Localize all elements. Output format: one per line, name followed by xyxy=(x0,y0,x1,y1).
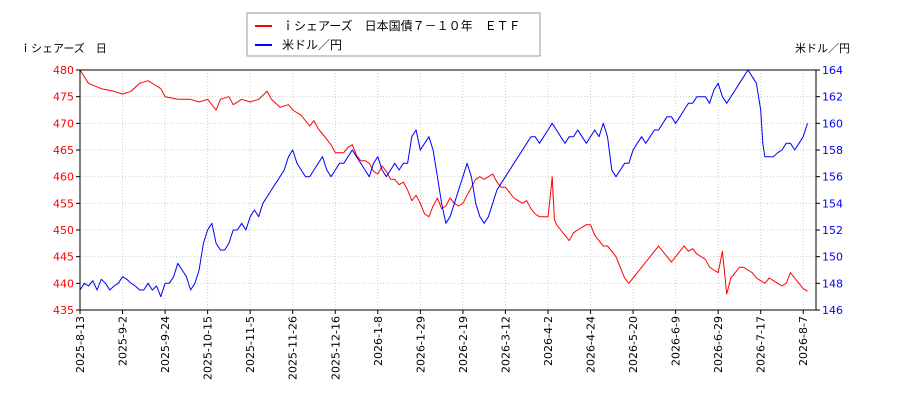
x-tick-label: 2026-1-8 xyxy=(372,316,385,366)
right-tick-label: 162 xyxy=(822,91,843,104)
left-tick-label: 455 xyxy=(53,197,74,210)
right-tick-label: 150 xyxy=(822,251,843,264)
left-tick-label: 445 xyxy=(53,251,74,264)
left-tick-label: 440 xyxy=(53,277,74,290)
left-tick-label: 450 xyxy=(53,224,74,237)
x-tick-label: 2026-6-9 xyxy=(670,316,683,366)
left-tick-label: 435 xyxy=(53,304,74,317)
x-tick-label: 2025-9-2 xyxy=(117,316,130,366)
plot-frame xyxy=(79,69,817,311)
x-tick-label: 2025-11-26 xyxy=(287,316,300,380)
x-tick-label: 2025-11-5 xyxy=(244,316,257,373)
x-tick-label: 2026-5-20 xyxy=(627,316,640,373)
x-axis-ticks: 2025-8-13 2025-9-2 2025-9-24 2025-10-15 2025… xyxy=(74,310,810,380)
x-tick-label: 2026-4-2 xyxy=(542,316,555,366)
right-axis-label: 米ドル／円 xyxy=(795,42,850,55)
legend-label-jgb-etf: ｉシェアーズ 日本国債７－１０年 ＥＴＦ xyxy=(282,18,521,33)
x-tick-label: 2026-1-29 xyxy=(414,316,427,373)
x-tick-label: 2026-8-7 xyxy=(797,316,810,366)
series-line-1 xyxy=(79,69,808,298)
legend-label-usdjpy: 米ドル／円 xyxy=(282,38,342,52)
x-tick-label: 2026-3-12 xyxy=(499,316,512,373)
right-tick-label: 158 xyxy=(822,144,843,157)
right-axis-ticks: 146 148 150 152 154 156 158 160 162 164 xyxy=(816,64,843,317)
x-tick-label: 2025-12-16 xyxy=(329,316,342,380)
right-tick-label: 154 xyxy=(822,197,843,210)
x-tick-label: 2025-10-15 xyxy=(202,316,215,380)
x-tick-label: 2025-8-13 xyxy=(74,316,87,373)
x-tick-label: 2026-4-24 xyxy=(585,316,598,373)
right-tick-label: 146 xyxy=(822,304,843,317)
left-tick-label: 475 xyxy=(53,91,74,104)
left-axis-ticks: 435 440 445 450 455 460 465 470 475 480 xyxy=(53,64,80,317)
right-tick-label: 152 xyxy=(822,224,843,237)
series-line-0 xyxy=(79,69,808,295)
left-axis-label: ｉシェアーズ 日 xyxy=(20,41,107,55)
right-tick-label: 160 xyxy=(822,117,843,130)
right-tick-label: 156 xyxy=(822,171,843,184)
x-tick-label: 2026-2-19 xyxy=(457,316,470,373)
grid-lines xyxy=(79,69,816,311)
legend-box xyxy=(246,12,541,57)
left-tick-label: 470 xyxy=(53,117,74,130)
left-tick-label: 460 xyxy=(53,171,74,184)
x-tick-label: 2025-9-24 xyxy=(159,316,172,373)
right-tick-label: 148 xyxy=(822,277,843,290)
x-tick-label: 2026-7-17 xyxy=(755,316,768,373)
left-tick-label: 480 xyxy=(53,64,74,77)
left-tick-label: 465 xyxy=(53,144,74,157)
legend: ｉシェアーズ 日本国債７－１０年 ＥＴＦ 米ドル／円 xyxy=(246,12,541,57)
x-tick-label: 2026-6-29 xyxy=(712,316,725,373)
series-lines xyxy=(79,69,808,298)
right-tick-label: 164 xyxy=(822,64,843,77)
